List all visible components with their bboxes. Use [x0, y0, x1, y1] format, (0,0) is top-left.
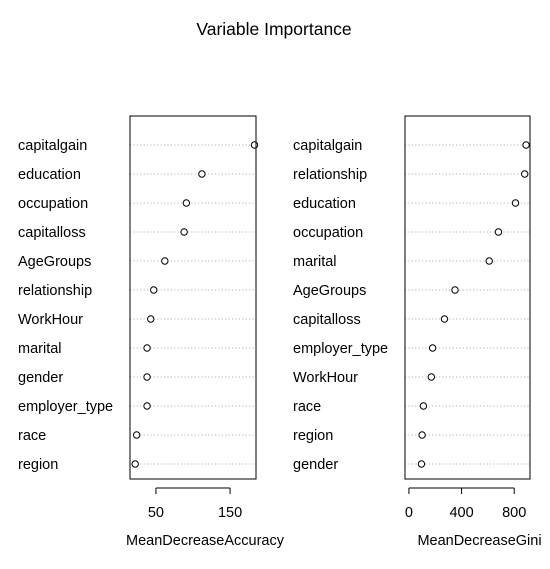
category-label: occupation: [18, 196, 88, 212]
data-point: [250, 141, 259, 149]
category-label: AgeGroups: [18, 254, 91, 270]
category-label: WorkHour: [293, 370, 358, 386]
data-point: [182, 199, 191, 207]
x-axis-title: MeanDecreaseGini: [417, 533, 541, 549]
data-point: [494, 228, 503, 236]
category-label: gender: [293, 457, 338, 473]
data-point: [161, 257, 169, 265]
panel-1: capitalgain education occupation capitallos…: [18, 115, 285, 549]
data-point: [485, 257, 493, 265]
category-label: employer_type: [293, 341, 388, 357]
data-point: [419, 402, 428, 410]
category-label: WorkHour: [18, 312, 83, 328]
category-label: gender: [18, 370, 63, 386]
x-tick-label: 800: [502, 505, 526, 521]
data-point: [143, 373, 151, 381]
data-point: [440, 315, 449, 323]
data-point: [521, 170, 529, 178]
category-label: race: [18, 428, 46, 444]
panel-box: [404, 115, 531, 480]
data-point: [132, 431, 141, 439]
data-point: [150, 286, 158, 294]
panel-2: capitalgain relationship education occupati…: [293, 115, 542, 549]
data-point: [417, 460, 426, 468]
category-label: region: [18, 457, 58, 473]
data-point: [143, 402, 151, 410]
category-label: employer_type: [18, 399, 113, 415]
data-point: [451, 286, 459, 294]
category-label: AgeGroups: [293, 283, 366, 299]
category-label: marital: [18, 341, 62, 357]
data-point: [427, 373, 436, 381]
data-point: [522, 141, 530, 149]
category-label: capitalloss: [293, 312, 361, 328]
data-point: [428, 344, 437, 352]
chart-title: Variable Importance: [196, 19, 351, 39]
category-label: relationship: [293, 167, 367, 183]
data-point: [180, 228, 188, 236]
category-label: race: [293, 399, 321, 415]
x-tick-label: 50: [148, 505, 164, 521]
data-point: [147, 315, 155, 323]
data-point: [143, 344, 151, 352]
data-point: [131, 460, 139, 468]
category-label: marital: [293, 254, 337, 270]
category-label: region: [293, 428, 333, 444]
x-axis-title: MeanDecreaseAccuracy: [126, 533, 285, 549]
category-label: education: [293, 196, 356, 212]
data-point: [418, 431, 426, 439]
category-label: capitalloss: [18, 225, 86, 241]
category-label: occupation: [293, 225, 363, 241]
x-tick-label: 400: [449, 505, 473, 521]
category-label: capitalgain: [293, 138, 362, 154]
x-tick-label: 0: [405, 505, 413, 521]
category-label: relationship: [18, 283, 92, 299]
data-point: [511, 199, 520, 207]
x-tick-label: 150: [218, 505, 242, 521]
data-point: [198, 170, 206, 178]
category-label: capitalgain: [18, 138, 87, 154]
panel-box: [129, 115, 257, 480]
category-label: education: [18, 167, 81, 183]
